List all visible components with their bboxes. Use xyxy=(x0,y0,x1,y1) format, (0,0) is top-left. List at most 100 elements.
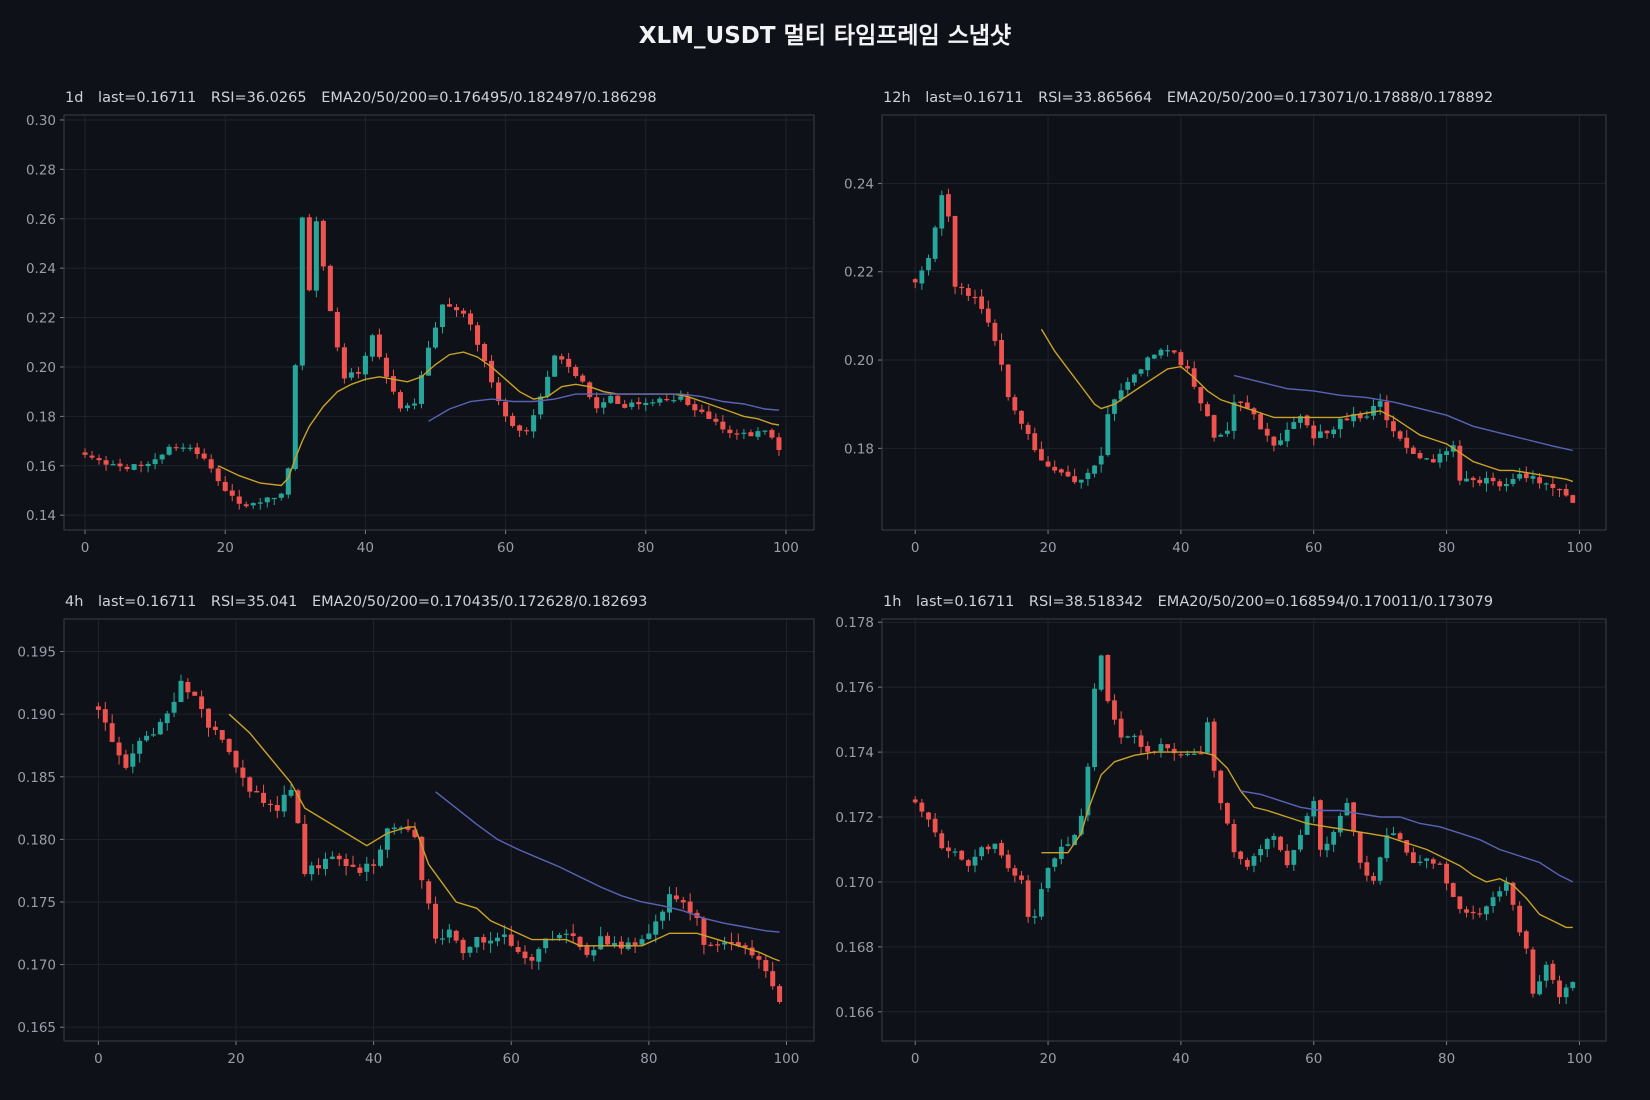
candle xyxy=(1530,470,1536,484)
candle-body xyxy=(1138,369,1144,374)
candle xyxy=(187,444,193,452)
candle xyxy=(1264,837,1270,858)
candle-body xyxy=(1391,421,1396,432)
candle xyxy=(1477,476,1483,486)
candle-body xyxy=(1331,832,1337,845)
x-tick-label: 80 xyxy=(1438,540,1455,556)
y-tick-label: 0.174 xyxy=(835,745,874,761)
candle xyxy=(1397,429,1403,442)
y-tick-label: 0.195 xyxy=(17,645,56,661)
candle-body xyxy=(171,701,177,713)
candle xyxy=(327,264,333,312)
candle xyxy=(777,984,783,1004)
candle xyxy=(653,914,659,943)
y-tick-label: 0.26 xyxy=(26,212,56,228)
candle-body xyxy=(1052,466,1058,471)
candle-body xyxy=(267,803,273,806)
candle-body xyxy=(992,322,998,341)
candle xyxy=(1132,733,1137,744)
candle xyxy=(1225,802,1230,826)
candle-body xyxy=(763,960,769,972)
candle xyxy=(1145,356,1151,377)
candle-body xyxy=(503,401,509,417)
candle-body xyxy=(1151,354,1157,359)
timeframe-label: 4h xyxy=(65,594,84,610)
candle-body xyxy=(552,355,558,377)
candle xyxy=(1278,433,1283,446)
candle-body xyxy=(288,789,294,796)
candle-body xyxy=(952,215,958,287)
candle xyxy=(1238,850,1244,865)
candle xyxy=(1052,857,1058,872)
candle xyxy=(236,489,242,510)
candle-body xyxy=(1065,844,1071,846)
candle xyxy=(247,776,253,798)
candle xyxy=(313,216,319,298)
candle-body xyxy=(201,453,207,459)
candle xyxy=(522,945,528,965)
candle-body xyxy=(233,750,239,768)
candle xyxy=(959,282,965,295)
candle xyxy=(1271,833,1277,848)
candle-body xyxy=(515,947,521,952)
candle xyxy=(475,322,481,352)
candle xyxy=(1118,383,1124,402)
ema20-line xyxy=(1041,751,1573,929)
candle xyxy=(1112,694,1117,725)
candle xyxy=(391,823,397,835)
candle xyxy=(1045,867,1051,893)
candle-body xyxy=(468,313,474,325)
candle xyxy=(229,483,235,502)
candle xyxy=(1410,847,1416,864)
candle-body xyxy=(1058,469,1064,473)
candle xyxy=(1550,476,1556,497)
candle-body xyxy=(117,463,123,467)
candle xyxy=(1012,394,1018,415)
candle-body xyxy=(116,742,122,756)
candle-body xyxy=(611,942,617,946)
candle xyxy=(972,849,978,873)
candle-body xyxy=(1523,473,1529,479)
candle-body xyxy=(1450,883,1456,897)
candle xyxy=(667,886,672,921)
candle xyxy=(1437,448,1443,468)
candle-body xyxy=(1112,700,1117,720)
x-tick-label: 0 xyxy=(94,1051,103,1067)
candle xyxy=(95,702,101,719)
candle xyxy=(1125,735,1131,739)
candle-body xyxy=(1092,465,1097,474)
candle-body xyxy=(131,464,137,470)
candle xyxy=(138,460,144,473)
candle-body xyxy=(1085,766,1091,816)
candle xyxy=(959,849,965,861)
candle-body xyxy=(426,881,432,904)
candle xyxy=(591,944,597,962)
candle xyxy=(1092,464,1097,478)
candle-body xyxy=(1298,834,1303,850)
candle-body xyxy=(678,396,684,400)
candle-body xyxy=(341,347,347,379)
x-tick-label: 100 xyxy=(1567,540,1593,556)
candle xyxy=(137,737,143,763)
candle-body xyxy=(1078,479,1084,483)
x-tick-label: 0 xyxy=(81,540,90,556)
panel-1d: 1d last=0.16711 RSI=36.0265 EMA20/50/200… xyxy=(26,90,826,580)
candle xyxy=(999,839,1004,859)
candle-body xyxy=(1072,476,1078,483)
candle-body xyxy=(425,347,432,376)
candle-body xyxy=(1517,905,1523,933)
candle-body xyxy=(1377,857,1383,881)
candle xyxy=(1563,984,1569,1005)
panel-header: 1h last=0.16711 RSI=38.518342 EMA20/50/2… xyxy=(883,594,1503,610)
timeframe-label: 12h xyxy=(883,90,911,106)
candle xyxy=(715,940,721,953)
candle xyxy=(1470,476,1476,488)
candle-body xyxy=(109,723,115,742)
candle xyxy=(524,427,530,436)
candle xyxy=(180,443,186,452)
candle-body xyxy=(199,696,205,709)
candle xyxy=(144,731,150,743)
candle-body xyxy=(159,454,165,460)
candle-body xyxy=(1291,422,1297,429)
candle-body xyxy=(735,942,741,947)
